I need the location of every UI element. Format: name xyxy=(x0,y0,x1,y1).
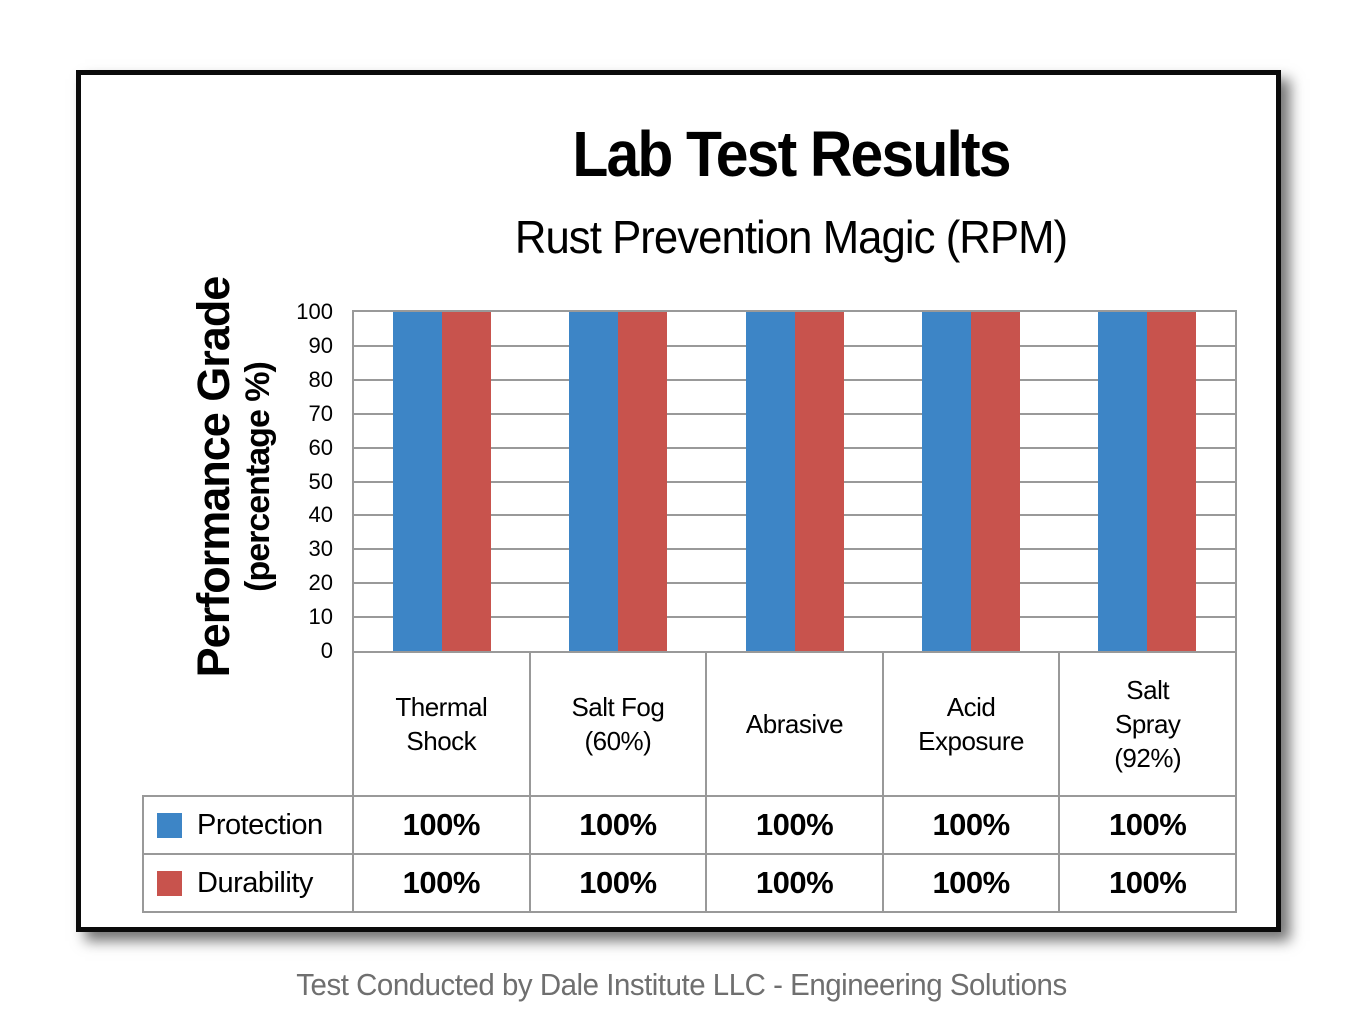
category-cell: Thermal Shock xyxy=(354,653,529,795)
value-cell: 100% xyxy=(883,797,1059,853)
value-cell: 100% xyxy=(530,797,706,853)
bar-protection xyxy=(1097,312,1147,651)
bar-protection xyxy=(745,312,795,651)
y-axis-label: Performance Grade (percentage %) xyxy=(188,276,278,678)
legend-label: Durability xyxy=(197,866,313,899)
category-label-line: Thermal xyxy=(395,692,488,722)
legend-cell-protection: Protection xyxy=(144,797,352,853)
y-tick-label: 100 xyxy=(296,299,333,324)
bar-protection xyxy=(393,312,443,651)
y-axis-title: Performance Grade xyxy=(188,276,239,678)
bar-durability xyxy=(794,312,844,651)
legend-swatch-protection xyxy=(157,812,182,838)
category-label-line: (60%) xyxy=(584,726,652,756)
value-cell: 100% xyxy=(354,855,529,911)
category-label-line: Abrasive xyxy=(745,709,844,739)
category-header-row: Thermal Shock Salt Fog (60%) Abrasive Acid Exp… xyxy=(352,651,1237,797)
bar-durability xyxy=(970,312,1020,651)
legend-value-table: Protection 100% 100% 100% 100% 100% Durability… xyxy=(142,795,1237,913)
y-tick-label: 90 xyxy=(308,332,333,358)
category-label-line: Shock xyxy=(406,726,477,756)
value-cell: 100% xyxy=(1060,797,1235,853)
value-cell: 100% xyxy=(1060,855,1235,911)
chart-header: Lab Test Results Rust Prevention Magic (… xyxy=(306,119,1276,263)
legend-cell-durability: Durability xyxy=(144,855,352,911)
value-cell: 100% xyxy=(707,797,882,853)
chart-subtitle: Rust Prevention Magic (RPM) xyxy=(514,211,1068,263)
y-tick-label: 10 xyxy=(308,604,333,630)
y-tick-label: 70 xyxy=(308,400,333,426)
y-tick-label: 0 xyxy=(320,638,333,663)
bar-protection xyxy=(569,312,619,651)
legend-swatch-durability xyxy=(157,870,182,896)
chart-title: Lab Test Results xyxy=(572,118,1011,190)
y-tick-label: 30 xyxy=(308,536,333,562)
bar-protection xyxy=(921,312,971,651)
y-tick-label: 40 xyxy=(308,502,333,528)
y-axis-subtitle: (percentage %) xyxy=(239,362,277,592)
category-label-line: Acid xyxy=(946,692,996,722)
chart-frame: Lab Test Results Rust Prevention Magic (… xyxy=(76,70,1281,932)
value-cell: 100% xyxy=(883,855,1059,911)
footer-text: Test Conducted by Dale Institute LLC - E… xyxy=(296,967,1067,1002)
category-cell: Salt Spray (92%) xyxy=(1060,653,1235,795)
legend-label: Protection xyxy=(197,808,323,841)
category-cell: Acid Exposure xyxy=(883,653,1059,795)
category-cell: Salt Fog (60%) xyxy=(530,653,706,795)
value-cell: 100% xyxy=(354,797,529,853)
category-label-line: Salt xyxy=(1126,675,1170,705)
bar-durability xyxy=(1146,312,1196,651)
bar-durability xyxy=(442,312,492,651)
category-label-line: (92%) xyxy=(1114,743,1182,773)
value-cell: 100% xyxy=(707,855,882,911)
y-tick-label: 50 xyxy=(308,468,333,494)
plot-area xyxy=(352,310,1237,653)
y-tick-label: 20 xyxy=(308,570,333,596)
category-cell: Abrasive xyxy=(707,653,882,795)
y-tick-label: 80 xyxy=(308,366,333,392)
category-label-line: Spray xyxy=(1114,709,1181,739)
category-label-line: Exposure xyxy=(918,726,1025,756)
value-cell: 100% xyxy=(530,855,706,911)
y-tick-label: 60 xyxy=(308,434,333,460)
bar-durability xyxy=(618,312,668,651)
category-label-line: Salt Fog xyxy=(571,692,665,722)
